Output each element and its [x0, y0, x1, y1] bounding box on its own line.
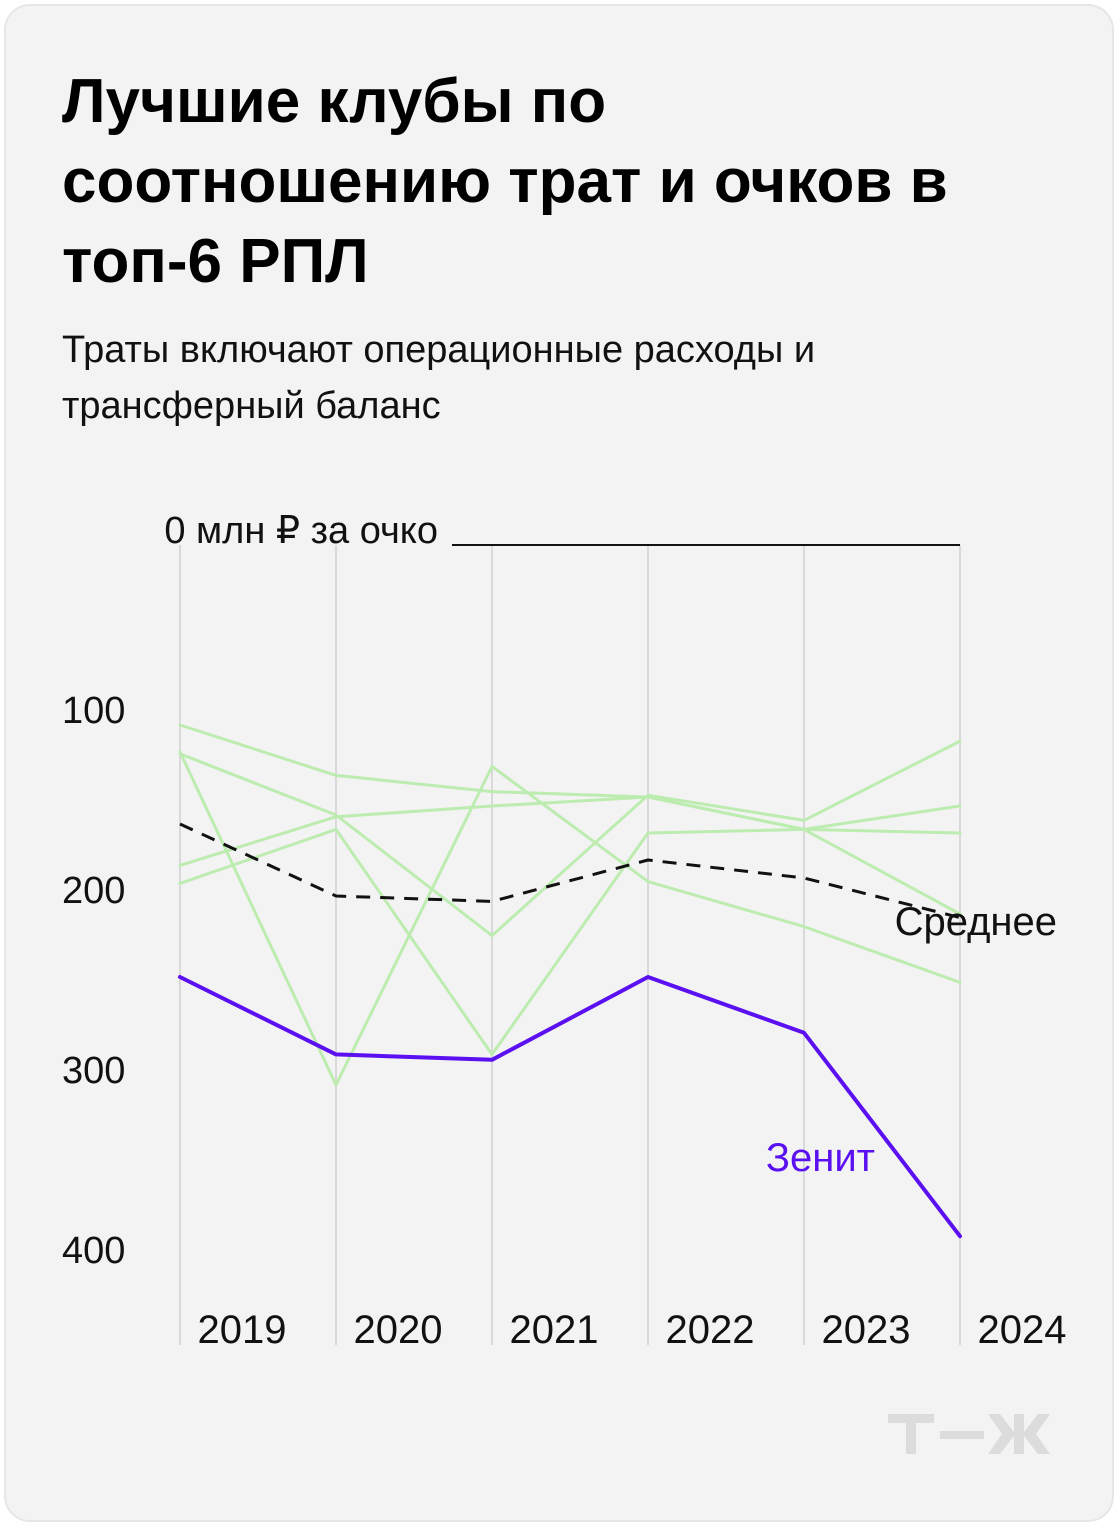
series-line-club-e [178, 827, 962, 1056]
x-tick-label: 2024 [978, 1308, 1067, 1352]
chart-title: Лучшие клубы по соотношению трат и очков… [62, 67, 948, 296]
y-tick-label: 100 [62, 690, 125, 732]
series-line-zenit [178, 975, 962, 1239]
series-line-club-c [178, 750, 962, 1087]
y-tick-label: 400 [62, 1230, 125, 1272]
axis-labels: 0 млн ₽ за очко 100 200 300 400 2019 2020 2021 2… [62, 510, 1066, 1352]
y-tick-label: 300 [62, 1050, 125, 1092]
x-tick-label: 2019 [198, 1308, 287, 1352]
tzh-logo-icon [888, 1414, 1050, 1454]
series-line-club-b [178, 739, 962, 938]
series-lines [178, 723, 962, 1239]
x-tick-label: 2023 [822, 1308, 911, 1352]
y-tick-label: 0 млн ₽ за очко [164, 510, 438, 552]
annotation-average: Среднее [895, 900, 1057, 944]
series-line-club-a [178, 723, 962, 835]
chart-card [4, 4, 1114, 1522]
y-tick-label: 200 [62, 870, 125, 912]
x-tick-label: 2022 [666, 1308, 755, 1352]
annotation-zenit: Зенит [766, 1136, 875, 1180]
x-tick-label: 2020 [354, 1308, 443, 1352]
grid [179, 544, 961, 1345]
chart-subtitle: Траты включают операционные расходы и тр… [62, 329, 816, 427]
series-line-average [179, 822, 961, 920]
annotations: Среднее Зенит [766, 900, 1057, 1180]
x-tick-label: 2021 [510, 1308, 599, 1352]
series-line-club-d [178, 795, 962, 867]
